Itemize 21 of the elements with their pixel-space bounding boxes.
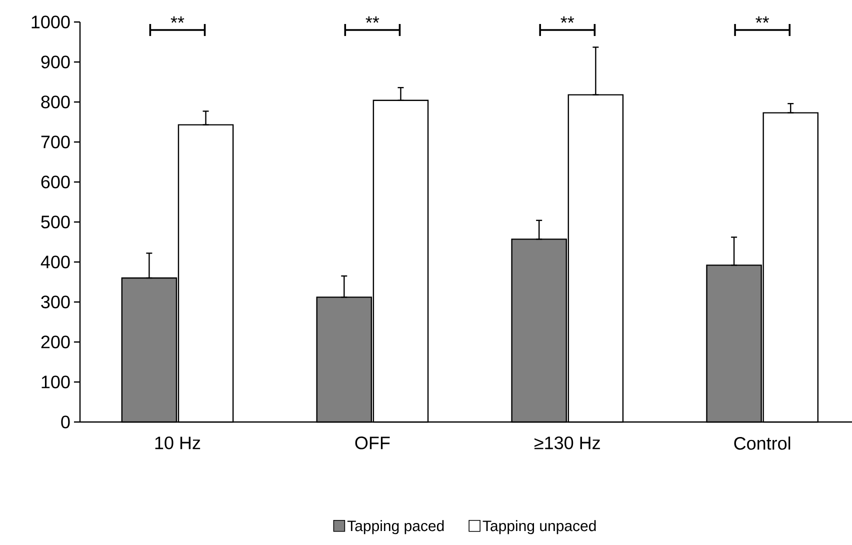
y-tick-label: 100 — [42, 376, 70, 388]
y-tick-label: 800 — [41, 96, 70, 108]
y-tick-label: 0 — [61, 416, 70, 428]
y-tick-label: 600 — [41, 176, 70, 188]
x-tick-label: OFF — [355, 436, 390, 450]
annotation: ** — [560, 16, 574, 23]
y-tick-label: 300 — [41, 296, 70, 308]
annotation: ** — [756, 16, 770, 23]
y-tick-label: 900 — [41, 56, 70, 68]
y-tick-label: 1000 — [32, 16, 70, 28]
y-tick-label: 700 — [41, 136, 70, 148]
x-tick-label: Control — [734, 436, 790, 450]
x-tick-label: 10 Hz — [155, 436, 200, 450]
annotation: ** — [170, 16, 184, 23]
legend-label: Tapping paced — [347, 520, 444, 534]
legend-label: Tapping unpaced — [482, 520, 596, 534]
y-tick-label: 500 — [41, 216, 70, 228]
y-tick-label: 200 — [41, 336, 70, 348]
y-tick-label: 400 — [40, 256, 70, 268]
x-tick-label: ≥130 Hz — [534, 436, 600, 450]
annotation: ** — [366, 16, 380, 23]
